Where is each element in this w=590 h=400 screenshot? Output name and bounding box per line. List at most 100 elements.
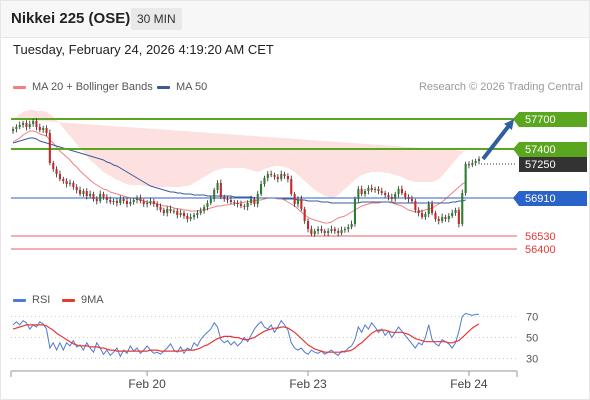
candle	[307, 218, 310, 233]
candle-body-down	[152, 201, 155, 204]
pivot-label-57250: 57250	[525, 159, 556, 171]
candle	[454, 207, 457, 216]
candle-body-up	[172, 211, 175, 212]
ma50-swatch-icon	[157, 85, 170, 89]
level-lines-layer	[11, 118, 517, 250]
rsi-panel: 70 50 30	[11, 312, 538, 366]
candle-body-up	[196, 213, 199, 215]
candle-body-down	[219, 183, 222, 197]
candle-body-up	[343, 229, 346, 230]
candle	[404, 190, 407, 200]
candle	[132, 197, 135, 205]
candle-body-up	[478, 159, 481, 161]
resistance-label-57700: 57700	[525, 114, 556, 126]
candle	[48, 129, 51, 166]
candle-body-down	[273, 175, 276, 177]
candle	[206, 200, 209, 211]
candle	[45, 125, 48, 137]
candle-body-up	[69, 183, 72, 184]
candle-body-down	[223, 197, 226, 199]
forecast-arrow-layer	[481, 119, 515, 161]
candle-body-down	[169, 209, 172, 211]
candle-body-down	[115, 201, 118, 203]
candle	[15, 124, 18, 133]
candle-body-up	[263, 178, 266, 184]
candle-body-up	[397, 189, 400, 194]
candle-body-down	[162, 210, 165, 213]
candle	[179, 209, 182, 218]
candle	[129, 198, 132, 207]
candle-body-down	[437, 219, 440, 221]
candle	[209, 195, 212, 206]
candle-body-up	[193, 215, 196, 217]
candle	[400, 185, 403, 196]
candle	[182, 210, 185, 219]
candle-body-up	[99, 194, 102, 201]
candle	[79, 186, 82, 197]
candle	[62, 176, 65, 184]
candle-body-up	[347, 227, 350, 229]
candle-body-down	[122, 199, 125, 201]
candle-body-up	[12, 129, 15, 131]
candle-body-down	[243, 206, 246, 207]
candle	[246, 200, 249, 211]
candle	[357, 186, 360, 203]
candle-body-up	[213, 190, 216, 199]
candle-body-down	[125, 201, 128, 204]
candle-body-down	[75, 187, 78, 190]
ma20-swatch-icon	[13, 85, 26, 89]
pivot-label-bg-57250	[519, 157, 587, 172]
candle-body-up	[427, 204, 430, 214]
support-label-pointer-56910	[513, 191, 519, 206]
candle-body-up	[42, 128, 45, 130]
candle-body-down	[102, 194, 105, 197]
candle-body-up	[330, 229, 333, 231]
candle	[347, 224, 350, 233]
candle	[85, 188, 88, 200]
candle	[471, 159, 474, 168]
candle	[69, 179, 72, 187]
candle	[330, 225, 333, 234]
candle	[377, 186, 380, 195]
candle-body-up	[471, 163, 474, 165]
candle	[38, 123, 41, 133]
rsi-ma-swatch-icon	[62, 298, 75, 302]
candle-body-up	[266, 174, 269, 178]
candle-body-down	[370, 188, 373, 190]
candle	[105, 194, 108, 204]
candle-body-down	[156, 204, 159, 207]
candle-body-down	[407, 197, 410, 199]
candle	[89, 190, 92, 199]
candle	[152, 198, 155, 207]
candle-body-down	[72, 183, 75, 187]
candle	[176, 208, 179, 219]
candle-body-up	[357, 189, 360, 199]
candle	[12, 126, 15, 134]
resistance-label-bg-57400	[519, 142, 587, 157]
candle	[407, 194, 410, 203]
candle-body-down	[283, 174, 286, 176]
candle-body-down	[236, 203, 239, 204]
candle-body-up	[280, 174, 283, 179]
candle	[172, 208, 175, 214]
candle-body-up	[350, 224, 353, 227]
candle-body-down	[300, 199, 303, 209]
candle-body-up	[296, 199, 299, 204]
candle-body-up	[199, 211, 202, 213]
candle-body-up	[313, 231, 316, 234]
candle	[28, 120, 31, 130]
candle	[367, 185, 370, 195]
candle	[233, 199, 236, 206]
candle-body-up	[129, 202, 132, 204]
candle	[256, 191, 259, 208]
legend-rsi-ma: 9MA	[62, 294, 104, 306]
candle-body-down	[323, 231, 326, 233]
candle-body-up	[28, 124, 31, 127]
candle-body-down	[333, 229, 336, 231]
interval-button[interactable]: 30 MIN	[131, 8, 182, 30]
rsi-ma-line	[12, 323, 480, 353]
candle	[112, 198, 115, 205]
candle-body-down	[226, 199, 229, 200]
candle-body-down	[58, 174, 61, 179]
candle	[310, 225, 313, 237]
